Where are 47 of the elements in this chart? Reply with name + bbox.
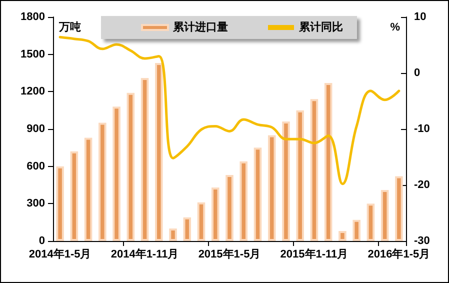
bar [155, 63, 163, 241]
y2-tick-label: -20 [414, 179, 430, 191]
x-tick-label: 2015年1-5月 [198, 248, 261, 260]
bar [70, 151, 78, 241]
bar [169, 228, 177, 241]
y-tick-label: 0 [38, 235, 45, 247]
bar [112, 106, 120, 241]
y-axis-title: 万吨 [58, 20, 81, 34]
bar [56, 166, 64, 241]
y-tick-label: 1500 [20, 48, 45, 60]
bar [268, 135, 276, 241]
x-tick-label: 2015年1-11月 [280, 248, 348, 260]
bar [296, 110, 304, 241]
y2-tick-label: -10 [414, 123, 430, 135]
bar [366, 204, 375, 241]
x-tick-label: 2014年1-11月 [110, 248, 179, 260]
bar [352, 220, 360, 241]
y-tick-label: 1800 [20, 11, 45, 23]
line-series [58, 36, 400, 186]
y2-tick-label: 10 [414, 11, 426, 23]
y-tick-label: 900 [26, 123, 45, 135]
y2-axis-title: % [390, 22, 400, 34]
bar [310, 99, 318, 241]
bar [211, 187, 220, 241]
bar [380, 190, 389, 241]
bar [338, 231, 346, 241]
y-tick-label: 1200 [20, 86, 45, 98]
bar [126, 92, 135, 241]
bar [240, 161, 248, 241]
legend-label: 累计同比 [298, 20, 343, 34]
bar [98, 122, 106, 241]
bar [197, 202, 206, 241]
bar [140, 78, 149, 241]
y-tick-label: 600 [26, 160, 45, 172]
bar [183, 217, 192, 241]
bar [395, 176, 403, 241]
bar [282, 122, 290, 241]
bar [324, 82, 332, 241]
bar [226, 175, 234, 241]
bar [254, 148, 262, 241]
y2-tick-label: -30 [414, 235, 430, 247]
bar [84, 138, 92, 241]
y-tick-label: 300 [26, 198, 45, 210]
x-tick-label: 2014年1-5月 [28, 248, 92, 260]
y2-tick-label: 0 [414, 67, 420, 79]
legend-label: 累计进口量 [172, 20, 228, 34]
x-tick-label: 2016年1-5月 [368, 248, 430, 260]
